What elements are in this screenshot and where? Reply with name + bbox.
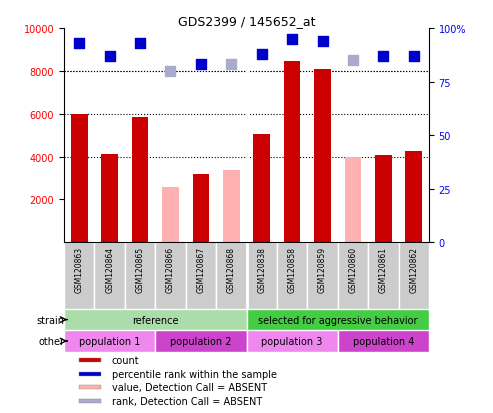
Bar xyxy=(162,187,179,242)
Bar xyxy=(79,399,101,403)
Text: strain: strain xyxy=(36,315,64,325)
Bar xyxy=(253,135,270,242)
Point xyxy=(410,53,418,60)
Point xyxy=(227,62,235,69)
Bar xyxy=(375,156,391,242)
Text: GSM120863: GSM120863 xyxy=(75,246,84,292)
Bar xyxy=(186,242,216,309)
Bar xyxy=(246,242,277,309)
Point xyxy=(106,53,113,60)
Bar xyxy=(132,118,148,242)
Bar xyxy=(277,242,307,309)
Bar xyxy=(102,155,118,242)
Bar xyxy=(79,385,101,389)
Text: GSM120865: GSM120865 xyxy=(136,246,144,292)
Text: GSM120862: GSM120862 xyxy=(409,246,418,292)
Point xyxy=(288,36,296,43)
Bar xyxy=(64,330,155,352)
Text: GSM120867: GSM120867 xyxy=(196,246,206,292)
Text: percentile rank within the sample: percentile rank within the sample xyxy=(111,369,277,379)
Text: value, Detection Call = ABSENT: value, Detection Call = ABSENT xyxy=(111,382,267,392)
Point xyxy=(380,53,387,60)
Bar xyxy=(155,330,246,352)
Bar xyxy=(95,242,125,309)
Bar xyxy=(223,171,240,242)
Point xyxy=(167,68,175,75)
Bar xyxy=(307,242,338,309)
Bar xyxy=(216,242,246,309)
Bar xyxy=(405,152,422,242)
Bar xyxy=(125,242,155,309)
Title: GDS2399 / 145652_at: GDS2399 / 145652_at xyxy=(178,15,315,28)
Text: population 3: population 3 xyxy=(261,336,323,346)
Point xyxy=(318,38,326,45)
Bar xyxy=(155,242,186,309)
Bar xyxy=(284,62,300,242)
Bar xyxy=(368,242,398,309)
Text: GSM120861: GSM120861 xyxy=(379,246,388,292)
Text: GSM120858: GSM120858 xyxy=(287,246,297,292)
Text: rank, Detection Call = ABSENT: rank, Detection Call = ABSENT xyxy=(111,396,262,406)
Bar xyxy=(64,309,246,330)
Bar xyxy=(79,372,101,376)
Bar xyxy=(64,242,95,309)
Bar xyxy=(246,330,338,352)
Text: population 2: population 2 xyxy=(170,336,232,346)
Text: GSM120868: GSM120868 xyxy=(227,246,236,292)
Bar xyxy=(338,242,368,309)
Text: GSM120866: GSM120866 xyxy=(166,246,175,292)
Bar xyxy=(398,242,429,309)
Text: GSM120864: GSM120864 xyxy=(105,246,114,292)
Text: other: other xyxy=(38,336,64,346)
Point xyxy=(136,40,144,47)
Text: reference: reference xyxy=(132,315,178,325)
Point xyxy=(258,51,266,58)
Point xyxy=(75,40,83,47)
Bar xyxy=(71,114,88,242)
Bar xyxy=(193,174,209,242)
Text: count: count xyxy=(111,355,139,365)
Text: GSM120838: GSM120838 xyxy=(257,246,266,292)
Text: GSM120859: GSM120859 xyxy=(318,246,327,292)
Point xyxy=(197,62,205,69)
Bar xyxy=(345,157,361,242)
Point xyxy=(349,58,357,64)
Text: GSM120860: GSM120860 xyxy=(349,246,357,292)
Bar xyxy=(338,330,429,352)
Text: population 4: population 4 xyxy=(352,336,414,346)
Bar xyxy=(79,358,101,362)
Bar xyxy=(314,69,331,242)
Bar xyxy=(246,309,429,330)
Text: population 1: population 1 xyxy=(79,336,141,346)
Text: selected for aggressive behavior: selected for aggressive behavior xyxy=(258,315,418,325)
